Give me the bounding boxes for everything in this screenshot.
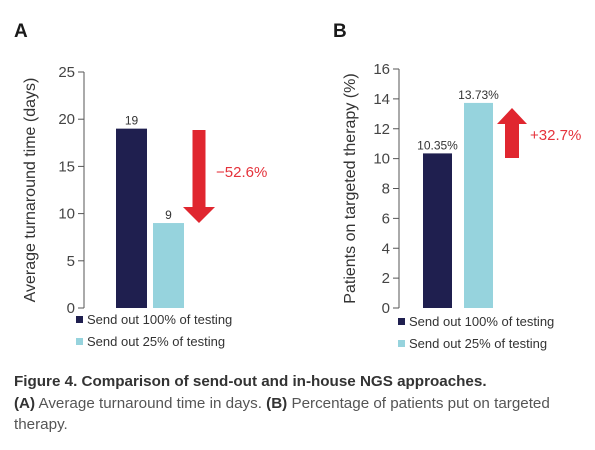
panel-b-legend-swatch — [398, 318, 405, 325]
panel-a-bar-value-label: 19 — [125, 114, 139, 128]
figure-caption: Figure 4. Comparison of send-out and in-… — [14, 371, 586, 436]
panel-b-bar-value-label: 10.35% — [417, 138, 458, 152]
panel-a-y-tick-label: 15 — [58, 158, 75, 175]
panel-b-legend-label: Send out 100% of testing — [409, 314, 554, 329]
panel-a-legend-label: Send out 100% of testing — [87, 312, 232, 327]
panel-b-y-tick-label: 10 — [373, 151, 390, 168]
caption-part-a-letter: (A) — [14, 394, 36, 412]
panel-b-y-axis-title: Patients on targeted therapy (%) — [342, 73, 359, 303]
caption-part-b-letter: (B) — [266, 394, 288, 412]
panel-a-y-tick-label: 5 — [67, 253, 75, 270]
panel-a-change-arrow-icon — [183, 130, 215, 223]
panel-b-y-tick-label: 4 — [382, 240, 390, 257]
panel-a-bar-send-out-100 — [116, 128, 147, 308]
panel-b-letter: B — [333, 21, 347, 42]
panel-b-y-tick-label: 2 — [382, 270, 390, 287]
panel-a-y-tick-label: 0 — [67, 300, 75, 317]
panel-b-bar-send-out-100 — [423, 153, 452, 308]
panel-a-change-label: −52.6% — [216, 164, 267, 181]
panel-b-y-tick-label: 16 — [373, 61, 390, 78]
panel-b-bar-send-out-25 — [464, 102, 493, 308]
panel-a-bar-value-label: 9 — [165, 208, 172, 222]
caption-part-b-text: Percentage of patients put on targeted t… — [14, 394, 550, 434]
panel-a-bar-send-out-25 — [153, 223, 184, 308]
panel-a-y-tick-label: 25 — [58, 64, 75, 81]
panel-a-legend-label: Send out 25% of testing — [87, 334, 225, 349]
panel-b-y-tick-label: 12 — [373, 121, 390, 138]
panel-b-change-label: +32.7% — [530, 127, 581, 144]
panel-b-y-tick-label: 6 — [382, 210, 390, 227]
panel-b-legend-swatch — [398, 340, 405, 347]
panel-a-legend-swatch — [76, 316, 83, 323]
panel-a-y-tick-label: 20 — [58, 111, 75, 128]
panel-b-y-tick-label: 0 — [382, 300, 390, 317]
panel-b-y-tick-label: 8 — [382, 181, 390, 198]
panel-a-y-axis-title: Average turnaround time (days) — [22, 78, 39, 303]
panel-b-legend-label: Send out 25% of testing — [409, 336, 547, 351]
panel-b-y-tick-label: 14 — [373, 91, 390, 108]
panel-a-legend-swatch — [76, 338, 83, 345]
panel-b-bar-value-label: 13.73% — [458, 88, 499, 102]
panel-a-y-tick-label: 10 — [58, 206, 75, 223]
panel-a-letter: A — [14, 21, 28, 42]
caption-title: Figure 4. Comparison of send-out and in-… — [14, 373, 487, 390]
panel-b-change-arrow-icon — [497, 108, 527, 158]
caption-part-a-text: Average turnaround time in days. — [35, 394, 267, 412]
